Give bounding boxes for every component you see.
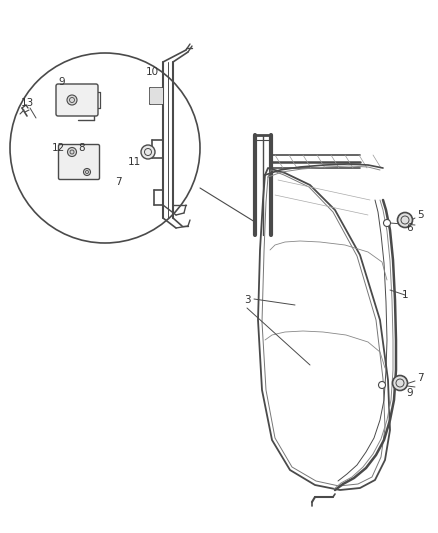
- Bar: [150, 88, 163, 104]
- Circle shape: [141, 145, 155, 159]
- Text: 9: 9: [59, 77, 65, 87]
- Circle shape: [398, 213, 413, 228]
- Circle shape: [10, 53, 200, 243]
- Circle shape: [384, 220, 391, 227]
- Text: 6: 6: [407, 223, 413, 233]
- Text: 3: 3: [244, 295, 250, 305]
- Text: 8: 8: [79, 143, 85, 153]
- FancyBboxPatch shape: [59, 144, 99, 180]
- Circle shape: [378, 382, 385, 389]
- Text: 5: 5: [417, 210, 423, 220]
- FancyBboxPatch shape: [56, 84, 98, 116]
- Text: 9: 9: [407, 388, 413, 398]
- Text: 7: 7: [417, 373, 423, 383]
- Circle shape: [67, 148, 77, 157]
- Text: 10: 10: [145, 67, 159, 77]
- Circle shape: [392, 376, 407, 391]
- Circle shape: [67, 95, 77, 105]
- Text: 13: 13: [21, 98, 34, 108]
- Text: 7: 7: [115, 177, 121, 187]
- Text: 1: 1: [402, 290, 408, 300]
- Text: 12: 12: [51, 143, 65, 153]
- Text: 11: 11: [127, 157, 141, 167]
- Circle shape: [84, 168, 91, 175]
